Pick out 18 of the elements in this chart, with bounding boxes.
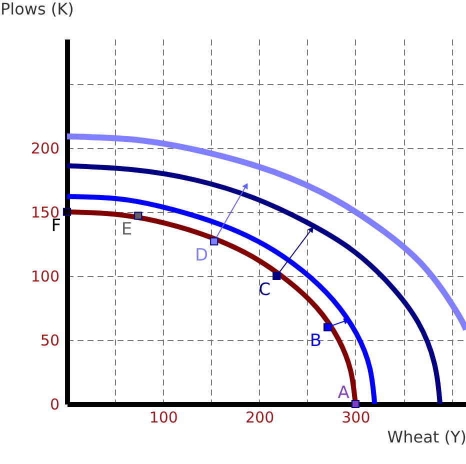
- x-tick-label: 200: [245, 408, 274, 426]
- annotation: C: [258, 280, 271, 300]
- point: [351, 400, 360, 408]
- x-tick-label: 300: [342, 408, 370, 426]
- annotation: A: [338, 383, 350, 403]
- annotation: E: [121, 220, 132, 240]
- x-tick-label: 100: [149, 408, 178, 426]
- x-axis-title: Wheat (Y): [387, 428, 466, 446]
- y-tick-label: 200: [30, 139, 60, 158]
- annotation: D: [195, 245, 208, 266]
- y-axis-title: Plows (K): [0, 0, 74, 18]
- y-tick-label: 100: [30, 267, 60, 286]
- y-tick-label: 0: [50, 396, 60, 414]
- point: [210, 237, 218, 246]
- point: [134, 212, 142, 220]
- point: [62, 208, 72, 216]
- y-tick-label: 50: [40, 331, 60, 350]
- annotation: B: [310, 331, 322, 352]
